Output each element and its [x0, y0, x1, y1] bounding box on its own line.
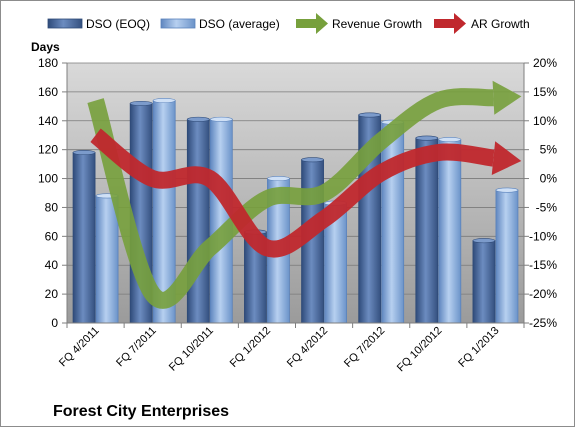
x-tick-label: FQ 7/2012 — [342, 325, 387, 370]
y2-axis-ticks: -25% -20% -15% -10% -5% 0% 5% 10% 15% 20% — [524, 56, 557, 330]
legend-item-revenue-growth: Revenue Growth — [296, 13, 422, 34]
bar-dso-eoq-top — [415, 135, 439, 141]
y-tick-label: 0 — [51, 316, 58, 330]
y-tick-label: 120 — [38, 143, 58, 157]
x-tick-label: FQ 7/2011 — [114, 325, 159, 370]
bar-dso-eoq-top — [472, 238, 496, 244]
bar-dso-average-top — [152, 98, 176, 104]
chart-title: Forest City Enterprises — [53, 403, 229, 420]
legend-swatch-dso-eoq — [47, 18, 83, 29]
arrow-head-ar-growth — [491, 141, 522, 176]
bar-dso-eoq — [472, 240, 496, 324]
bar-dso-eoq — [186, 118, 210, 324]
y-tick-label: 60 — [45, 229, 59, 243]
x-tick-label: FQ 10/2012 — [395, 325, 445, 375]
bar-dso-average — [381, 121, 405, 324]
legend-item-dso-average: DSO (average) — [160, 17, 280, 31]
legend-item-dso-eoq: DSO (EOQ) — [47, 17, 150, 31]
x-tick-label: FQ 4/2011 — [57, 325, 102, 370]
bar-dso-eoq-top — [301, 157, 324, 163]
legend-label-dso-eoq: DSO (EOQ) — [86, 17, 150, 31]
y-tick-label: 40 — [45, 258, 59, 272]
x-tick-label: FQ 10/2011 — [167, 325, 216, 374]
y-tick-label: 180 — [38, 56, 58, 70]
arrow-head-revenue-growth — [492, 80, 522, 115]
y2-tick-label: -5% — [536, 200, 558, 214]
arrow-revenue-growth — [87, 80, 522, 309]
y2-tick-label: 20% — [533, 56, 557, 70]
y-axis-ticks: 0 20 40 60 80 100 120 140 160 180 — [38, 56, 67, 330]
arrow-ar-growth — [90, 128, 522, 258]
y2-tick-label: -15% — [529, 258, 557, 272]
y2-tick-label: 15% — [533, 85, 557, 99]
legend-label-ar-growth: AR Growth — [471, 17, 530, 31]
legend-item-ar-growth: AR Growth — [434, 13, 530, 34]
bar-dso-eoq — [72, 152, 96, 324]
bar-dso-average-top — [495, 187, 519, 193]
y-tick-label: 80 — [45, 200, 59, 214]
y2-tick-label: 5% — [540, 143, 558, 157]
bar-dso-average-top — [210, 116, 233, 122]
bar-dso-eoq-top — [187, 116, 210, 122]
y2-tick-label: -20% — [529, 287, 557, 301]
legend-swatch-dso-average — [160, 18, 196, 29]
arrow-line-revenue-growth — [87, 88, 494, 309]
x-axis-ticks: FQ 4/2011 FQ 7/2011 FQ 10/2011 FQ 1/2012 FQ … — [57, 323, 525, 375]
x-tick-label: FQ 1/2012 — [228, 325, 273, 370]
bar-dso-eoq-top — [358, 112, 381, 118]
legend-arrow-ar-growth-icon — [434, 13, 466, 34]
y-tick-label: 100 — [38, 172, 58, 186]
y2-tick-label: -25% — [529, 316, 557, 330]
growth-arrow-series — [87, 80, 522, 309]
y2-tick-label: -10% — [529, 229, 557, 243]
bar-dso-average-top — [267, 176, 290, 182]
y-tick-label: 160 — [38, 85, 58, 99]
bar-dso-eoq — [415, 137, 439, 324]
bar-dso-average-top — [438, 137, 462, 143]
bar-dso-average — [438, 139, 462, 324]
legend-label-revenue-growth: Revenue Growth — [332, 17, 422, 31]
y-tick-label: 140 — [38, 114, 58, 128]
bar-dso-eoq-top — [72, 150, 96, 156]
y2-tick-label: 10% — [533, 114, 557, 128]
bar-dso-average — [495, 189, 519, 324]
bar-dso-eoq-top — [129, 100, 153, 106]
x-tick-label: FQ 4/2012 — [285, 325, 330, 370]
y-axis-title: Days — [31, 40, 60, 54]
x-tick-label: FQ 1/2013 — [456, 325, 501, 370]
legend: DSO (EOQ) DSO (average) Revenue Growth A… — [47, 13, 530, 34]
bar-dso-average — [95, 195, 119, 324]
arrow-line-ar-growth — [90, 128, 495, 258]
y2-tick-label: 0% — [540, 172, 558, 186]
y-tick-label: 20 — [45, 287, 59, 301]
legend-label-dso-average: DSO (average) — [199, 17, 280, 31]
legend-arrow-revenue-growth-icon — [296, 13, 328, 34]
